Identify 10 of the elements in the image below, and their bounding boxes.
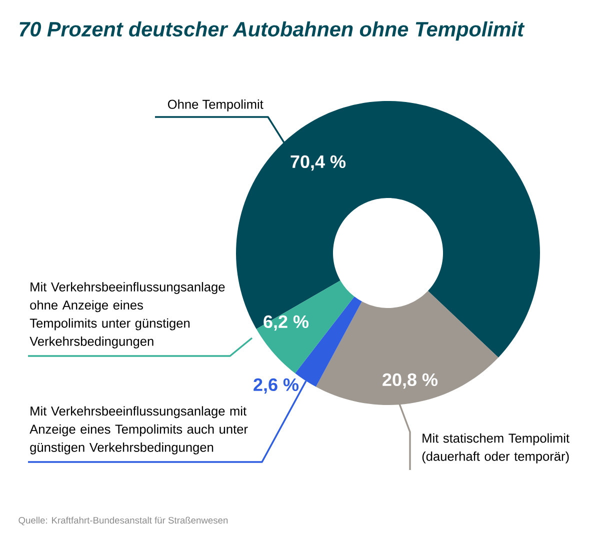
data-label: 70,4 % [290,155,346,171]
slice-label: Mit Verkehrsbeeinflussungsanlage ohne Anzeige eines Tempolimits unter günstigen Verkehrsbedingungen [30,282,225,348]
chart-title: 70 Prozent deutscher Autobahnen ohne Tempolimit [20,21,525,41]
data-label: 2,6 % [254,378,299,394]
data-label: 20,8 % [382,373,438,389]
data-label: 6,2 % [264,315,309,331]
slice-label: Ohne Tempolimit [168,99,264,112]
source-note: Quelle: Kraftfahrt-Bundesanstalt für Straßenwesen [18,516,228,526]
slice-label: Mit Verkehrsbeeinflussungsanlage mit Anzeige eines Tempolimits auch unter günstigen Verkehrsbedingungen [30,406,248,454]
slice-label: Mit statischem Tempolimit (dauerhaft oder temporär) [422,433,570,464]
